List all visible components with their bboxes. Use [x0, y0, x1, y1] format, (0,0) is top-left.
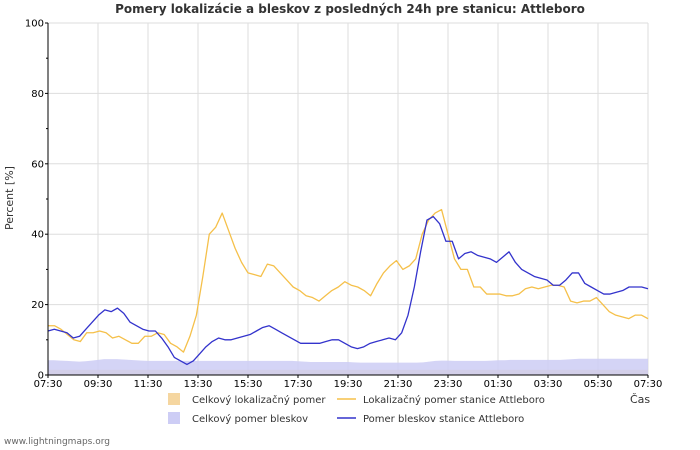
grid — [47, 22, 649, 376]
x-tick-label: 07:30 — [634, 379, 663, 390]
x-axis-label: Čas — [630, 393, 650, 406]
x-tick-label: 05:30 — [584, 379, 613, 390]
legend-label-total-localization: Celkový lokalizačný pomer — [192, 394, 326, 406]
x-tick-label: 01:30 — [484, 379, 513, 390]
chart-title: Pomery lokalizácie a bleskov z poslednýc… — [115, 2, 585, 16]
y-tick-label: 0 — [38, 371, 44, 382]
series-station-localization-line — [48, 208, 649, 353]
y-tick-label: 40 — [31, 230, 44, 241]
x-tick-label: 23:30 — [434, 379, 463, 390]
x-tick-label: 03:30 — [534, 379, 563, 390]
y-tick-label: 60 — [31, 159, 44, 170]
x-tick-label: 17:30 — [284, 379, 313, 390]
lines — [47, 208, 649, 366]
legend-label-total-flash: Celkový pomer bleskov — [192, 413, 308, 425]
legend-swatch-total-localization — [168, 393, 180, 405]
y-tick-label: 80 — [31, 89, 44, 100]
legend-label-station-localization: Lokalizačný pomer stanice Attleboro — [363, 394, 545, 406]
y-axis-label: Percent [%] — [3, 166, 16, 230]
series-total-flash-area — [48, 358, 648, 375]
axes: 0 20 40 60 80 100 07:30 09:30 11:30 13:30 15:30 17:… — [25, 19, 663, 391]
x-tick-label: 13:30 — [184, 379, 213, 390]
x-tick-label: 07:30 — [34, 379, 63, 390]
y-tick-label: 100 — [25, 19, 44, 30]
series-station-flash-line — [47, 215, 649, 366]
footer-site-link[interactable]: www.lightningmaps.org — [4, 437, 110, 447]
legend-label-station-flash: Pomer bleskov stanice Attleboro — [363, 414, 524, 425]
x-tick-label: 11:30 — [134, 379, 163, 390]
x-tick-label: 21:30 — [384, 379, 413, 390]
y-tick-label: 20 — [31, 300, 44, 311]
x-tick-label: 15:30 — [234, 379, 263, 390]
legend-swatch-total-flash — [168, 412, 180, 424]
areas — [48, 358, 648, 375]
x-tick-label: 09:30 — [84, 379, 113, 390]
x-tick-label: 19:30 — [334, 379, 363, 390]
legend: Celkový lokalizačný pomer Lokalizačný po… — [168, 393, 545, 425]
